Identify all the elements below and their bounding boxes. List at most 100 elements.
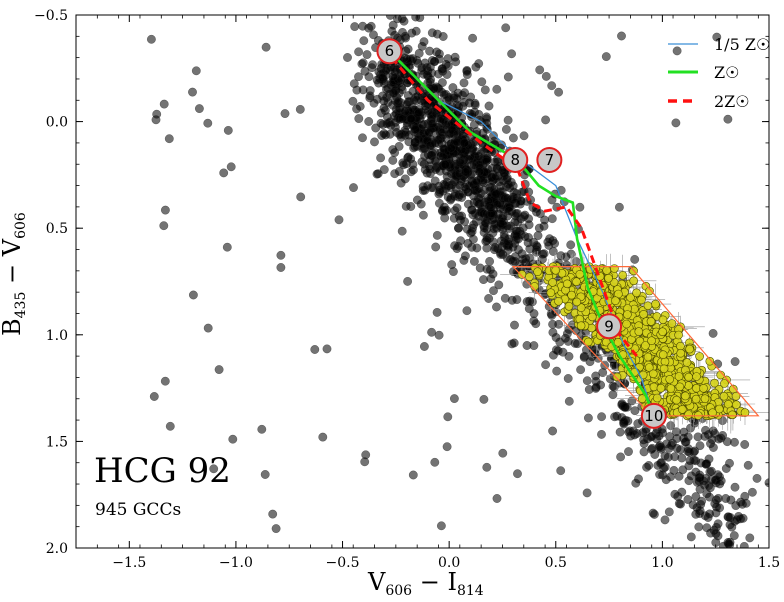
source-point <box>361 450 371 460</box>
source-point <box>708 443 718 452</box>
source-point <box>359 36 369 46</box>
source-point <box>203 323 213 333</box>
gcc-point <box>685 344 694 354</box>
source-point <box>435 116 445 126</box>
gcc-point <box>649 382 659 392</box>
age-marker-6 <box>376 38 403 65</box>
source-point <box>575 202 585 212</box>
source-point <box>548 319 558 329</box>
gcc-point <box>554 296 563 306</box>
source-point <box>486 274 496 284</box>
source-point <box>438 151 448 161</box>
y-tick-label: 1.0 <box>46 328 68 344</box>
source-point <box>633 419 643 429</box>
source-point <box>475 263 485 273</box>
chart-subtitle: 945 GCCs <box>95 500 181 520</box>
source-point <box>503 179 513 189</box>
source-point <box>350 22 360 32</box>
source-point <box>507 295 517 305</box>
age-marker-label: 8 <box>510 151 520 169</box>
track-1-5-z-sun <box>391 52 655 417</box>
gcc-point <box>675 382 685 392</box>
gcc-point <box>674 372 684 381</box>
source-point <box>504 206 514 216</box>
source-point <box>672 46 682 56</box>
source-point <box>423 181 433 191</box>
source-point <box>479 275 488 285</box>
source-point <box>639 439 649 449</box>
gcc-point <box>517 270 527 279</box>
source-point <box>437 64 447 74</box>
source-point <box>639 447 649 457</box>
gcc-point <box>612 372 622 382</box>
source-point <box>616 452 626 462</box>
source-point <box>399 160 409 170</box>
source-point <box>425 164 435 174</box>
source-point <box>484 101 494 111</box>
source-point <box>510 320 519 330</box>
gcc-point <box>665 374 675 384</box>
source-point <box>322 344 332 354</box>
source-point <box>520 232 530 241</box>
source-point <box>591 382 601 392</box>
source-point <box>261 42 271 52</box>
source-point <box>631 478 641 488</box>
gcc-point <box>643 301 653 311</box>
source-point <box>364 72 374 82</box>
source-point <box>459 138 469 148</box>
source-point <box>478 128 488 138</box>
source-point <box>532 241 541 251</box>
source-point <box>508 242 518 252</box>
source-point <box>358 133 367 143</box>
source-point <box>454 223 463 233</box>
source-point <box>665 432 675 441</box>
source-point <box>507 49 517 59</box>
source-point <box>349 183 358 193</box>
source-point <box>624 427 634 437</box>
gcc-point <box>634 327 644 336</box>
gcc-point <box>564 301 574 311</box>
source-point <box>460 251 470 261</box>
gcc-point <box>719 391 729 401</box>
source-point <box>485 265 495 275</box>
source-point <box>418 120 428 130</box>
source-point <box>656 444 666 454</box>
source-point <box>435 185 445 195</box>
source-point <box>343 53 352 62</box>
gcc-point <box>572 297 582 307</box>
source-point <box>548 350 558 360</box>
source-point <box>165 421 175 431</box>
source-point <box>372 169 382 179</box>
source-point <box>418 210 428 220</box>
source-point <box>449 394 459 404</box>
source-point <box>159 221 169 231</box>
age-marker-label: 9 <box>604 317 614 335</box>
source-point <box>564 351 574 361</box>
source-point <box>368 60 378 70</box>
legend-label: 1/5 Z☉ <box>714 35 770 54</box>
track-z-sun <box>390 52 656 417</box>
source-point <box>492 494 502 503</box>
source-point <box>429 83 439 93</box>
source-point <box>729 531 739 541</box>
source-point <box>556 251 566 261</box>
source-point <box>410 125 420 134</box>
source-point <box>743 460 753 470</box>
svg-text:V606 − I814: V606 − I814 <box>367 568 484 599</box>
source-point <box>446 183 456 192</box>
source-point <box>440 160 450 170</box>
gcc-point <box>714 404 724 414</box>
gcc-point <box>576 321 586 331</box>
source-point <box>401 201 411 211</box>
gcc-point <box>548 278 557 287</box>
source-point <box>462 306 472 316</box>
source-point <box>484 294 494 303</box>
source-point <box>474 59 484 69</box>
age-marker-8 <box>502 146 529 173</box>
source-point <box>260 470 270 479</box>
source-point <box>727 522 737 532</box>
source-point <box>164 134 174 144</box>
source-point <box>471 176 481 186</box>
source-point <box>554 87 564 97</box>
source-point <box>280 109 290 119</box>
